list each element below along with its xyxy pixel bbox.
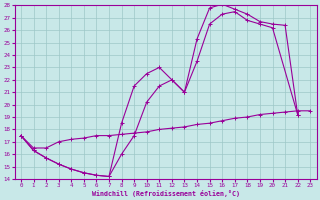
X-axis label: Windchill (Refroidissement éolien,°C): Windchill (Refroidissement éolien,°C) [92, 190, 240, 197]
